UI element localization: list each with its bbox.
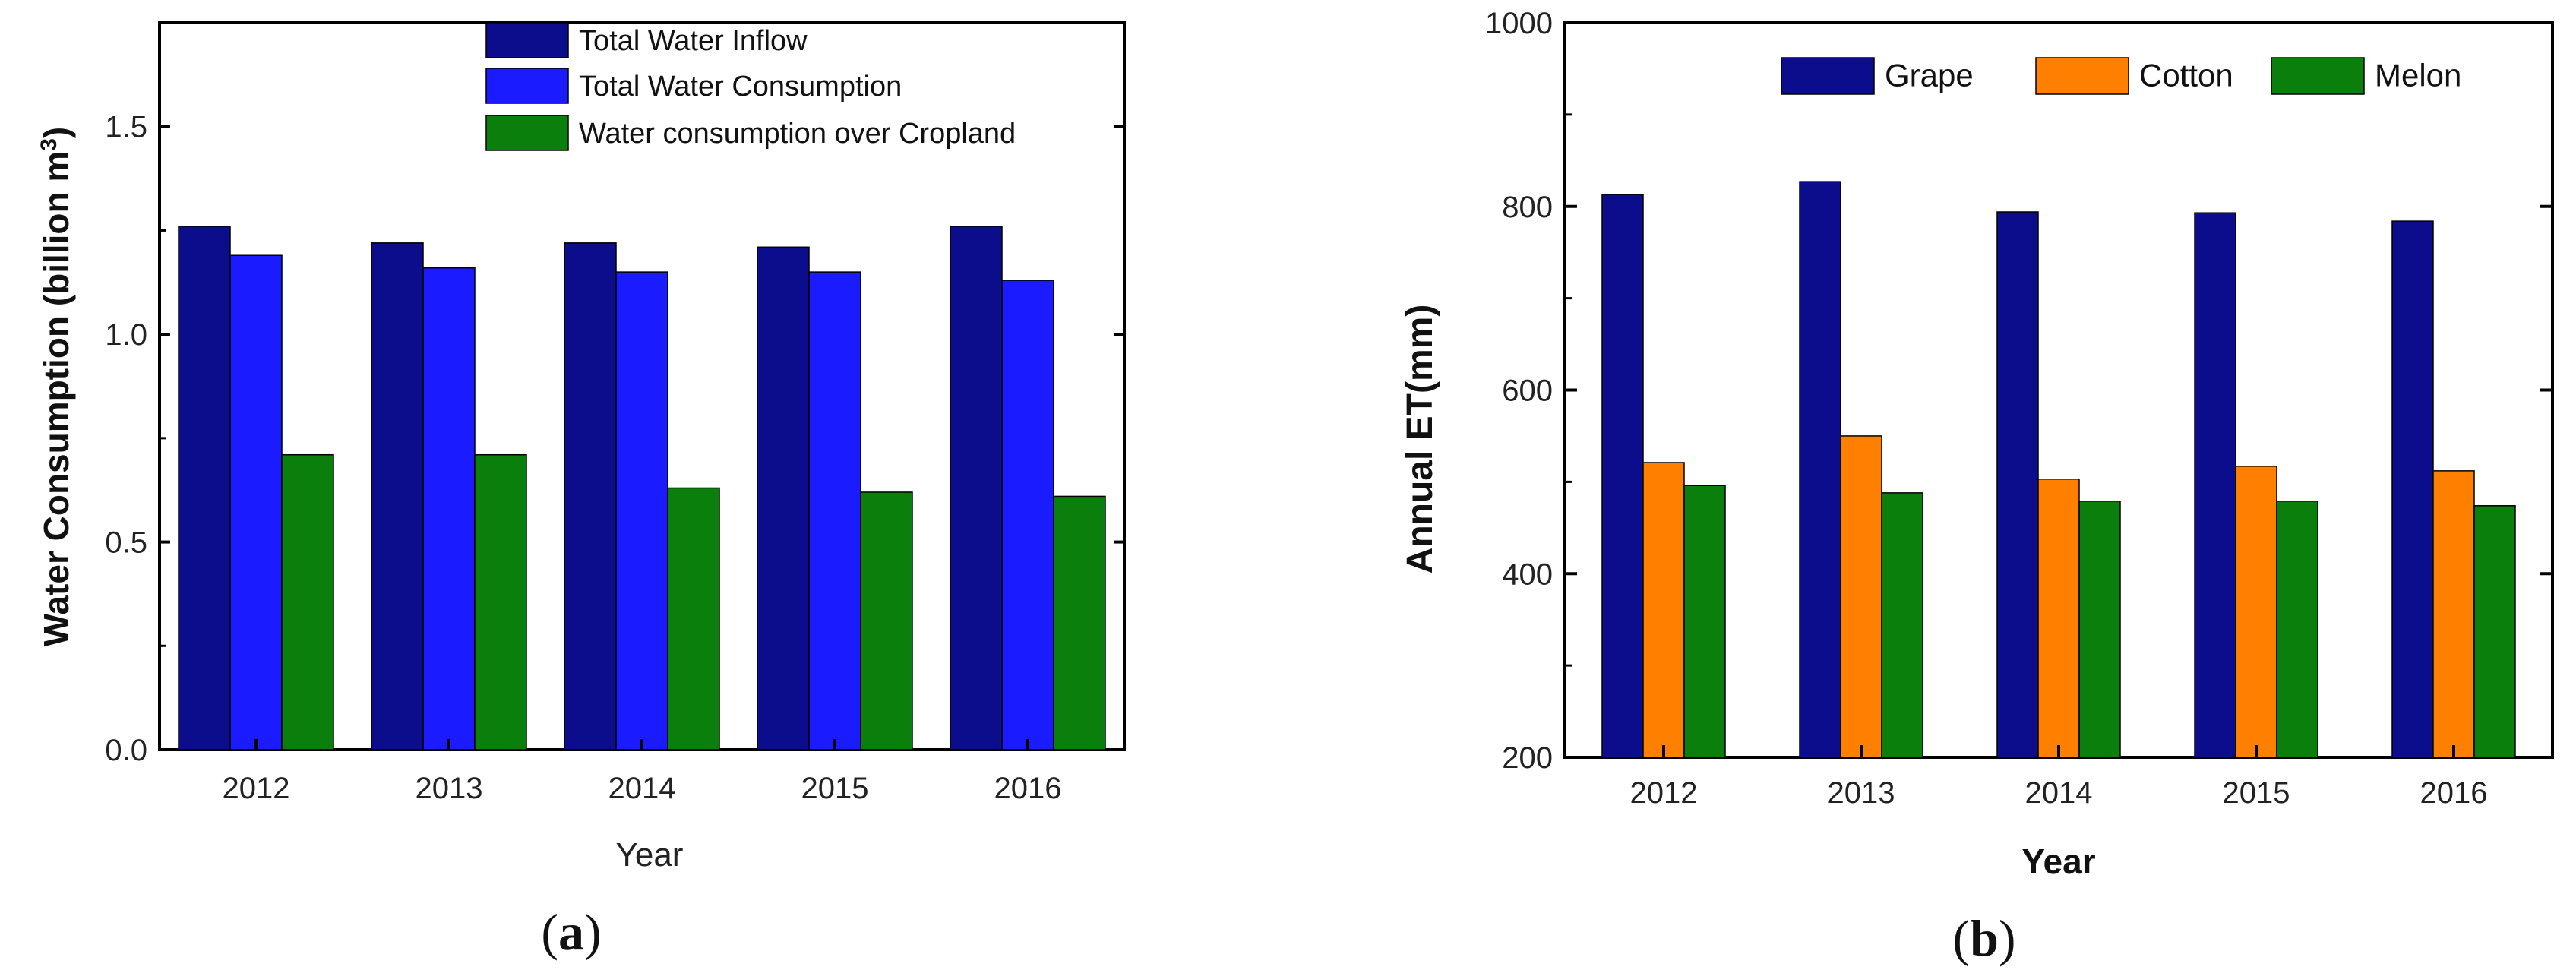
panel-label-b-letter: b [1970,909,1999,967]
x-tick-label: 2016 [994,772,1062,805]
y-tick-label: 1.0 [105,318,147,352]
y-axis-title-a-text: Water Consumption (billion m [36,151,76,646]
x-axis-title-b: Year [2021,842,2095,881]
bar-total-water-consumption-2015 [808,271,861,750]
y-tick-label: 0.0 [105,734,147,767]
y-tick-label: 400 [1502,558,1553,591]
legend-swatch-cotton [2035,57,2129,95]
legend-label-total-water-consumption: Total Water Consumption [579,71,902,103]
bar-total-water-inflow-2015 [757,246,810,750]
y-ticks-b: 200 400 600 800 1000 [1485,7,2552,775]
y-axis-title-a: Water Consumption (billion m3) [36,127,77,646]
bar-water-consumption-over-cropland-2015 [860,491,913,750]
bar-total-water-inflow-2012 [178,226,231,750]
x-tick-label: 2016 [2420,776,2488,810]
bar-total-water-consumption-2013 [422,267,476,750]
chart-panel-a: 0.0 0.5 1.0 1.5 2012 2013 2014 2015 2016 Total … [36,21,1126,961]
bar-melon-2015 [2276,501,2318,758]
panel-label-a-letter: a [558,903,584,961]
bar-total-water-consumption-2012 [229,254,283,750]
legend-swatch-total-water-consumption [485,68,569,104]
chart-panel-b: 200 400 600 800 1000 2012 2013 2014 2015 2016 Gr… [1400,7,2554,967]
bar-cotton-2016 [2432,470,2475,758]
bar-grape-2014 [1996,211,2039,758]
legend-b: Grape Cotton Melon [1781,57,2461,95]
x-tick-label: 2014 [2025,776,2093,810]
legend-label-water-consumption-over-cropland: Water consumption over Cropland [579,118,1016,150]
bar-total-water-inflow-2014 [564,242,617,750]
bar-total-water-inflow-2016 [950,226,1003,750]
x-axis-title-a: Year [616,836,684,873]
legend-label-melon: Melon [2375,57,2461,93]
bar-water-consumption-over-cropland-2013 [474,453,527,750]
bar-total-water-consumption-2016 [1001,280,1054,750]
bars-a [178,226,1106,750]
y-tick-label: 0.5 [105,526,147,560]
bar-water-consumption-over-cropland-2012 [281,453,334,750]
x-tick-label: 2012 [223,772,290,805]
x-ticks-a: 2012 2013 2014 2015 2016 [223,739,1062,805]
bars-b [1601,181,2516,758]
x-tick-label: 2013 [416,772,483,805]
y-axis-title-a-close: ) [36,127,76,138]
y-tick-label: 1.5 [105,111,147,144]
panel-label-b: (b) [1952,909,2015,967]
bar-grape-2013 [1799,181,1841,758]
y-axis-title-a-superscript: 3 [36,138,62,151]
legend-label-grape: Grape [1885,57,1974,93]
legend-label-cotton: Cotton [2139,57,2233,93]
bar-cotton-2014 [2037,478,2080,758]
legend-swatch-total-water-inflow [485,22,569,58]
x-tick-label: 2015 [2223,776,2290,810]
panel-label-a: (a) [541,903,601,961]
legend-a: Total Water Inflow Total Water Consumptio… [485,22,1016,151]
y-axis-title-b: Annual ET(mm) [1400,305,1440,574]
y-tick-label: 600 [1502,374,1553,408]
legend-swatch-melon [2271,57,2365,95]
x-tick-label: 2012 [1630,776,1698,810]
bar-total-water-consumption-2014 [615,271,668,750]
x-tick-label: 2015 [801,772,869,805]
legend-swatch-grape [1781,57,1875,95]
bar-cotton-2013 [1840,435,1882,758]
x-tick-label: 2014 [608,772,676,805]
y-tick-label: 1000 [1485,7,1553,40]
bar-melon-2016 [2473,505,2516,758]
bar-melon-2012 [1683,485,1726,758]
y-ticks-a: 0.0 0.5 1.0 1.5 [105,111,1124,767]
bar-grape-2012 [1601,194,1644,758]
bar-cotton-2015 [2235,466,2277,758]
x-tick-label: 2013 [1828,776,1895,810]
x-ticks-b: 2012 2013 2014 2015 2016 [1630,745,2488,810]
bar-grape-2015 [2194,212,2236,758]
legend-label-total-water-inflow: Total Water Inflow [579,25,808,57]
y-tick-label: 800 [1502,191,1553,224]
y-tick-label: 200 [1502,741,1553,775]
bar-grape-2016 [2391,220,2434,758]
bar-water-consumption-over-cropland-2014 [667,487,720,750]
bar-melon-2013 [1881,492,1923,758]
bar-melon-2014 [2078,501,2121,758]
bar-cotton-2012 [1642,462,1685,758]
bar-total-water-inflow-2013 [371,242,424,750]
legend-swatch-water-consumption-over-cropland [485,115,569,151]
bar-water-consumption-over-cropland-2016 [1053,495,1106,750]
